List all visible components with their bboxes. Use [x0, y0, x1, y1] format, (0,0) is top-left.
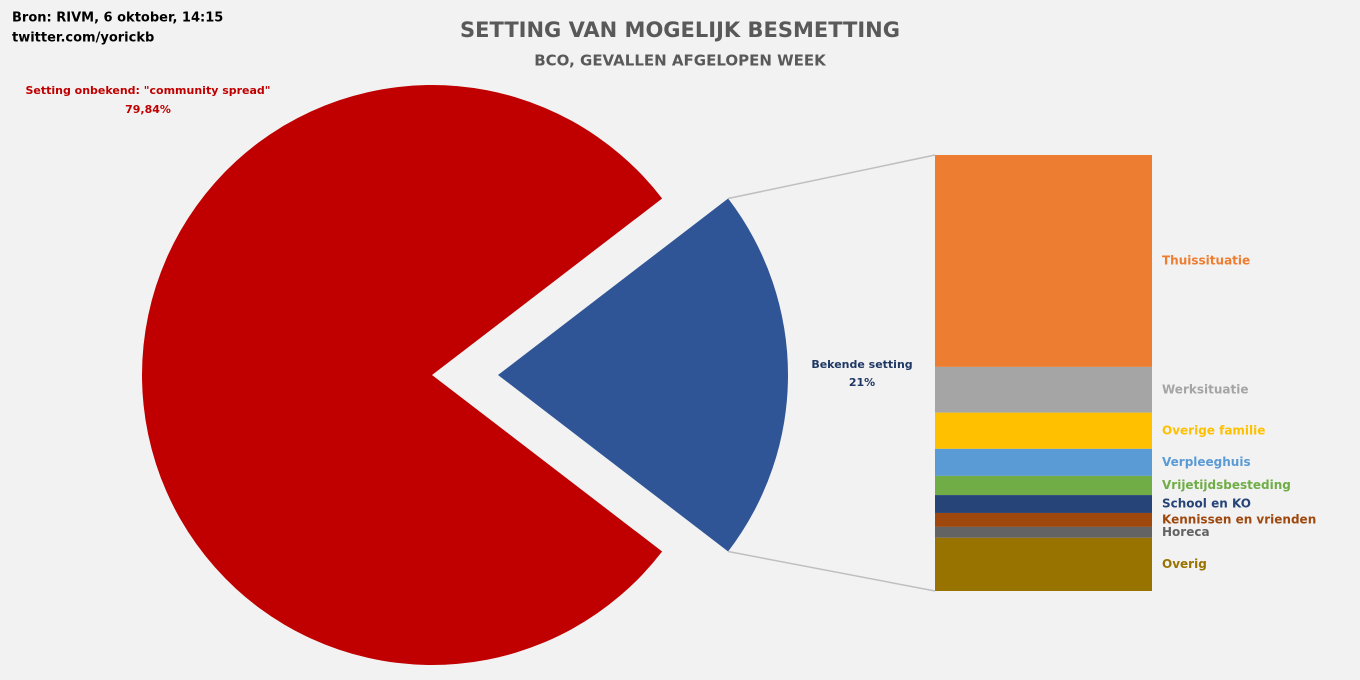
pie-slice [141, 85, 663, 666]
bar-segment [935, 155, 1152, 367]
segment-label: School en KO [1162, 497, 1251, 511]
bar-segment [935, 537, 1152, 591]
source: twitter.com/yorickb [12, 31, 154, 46]
bar-segment [935, 366, 1152, 413]
segment-label: Kennissen en vrienden [1162, 512, 1316, 526]
connector-line [727, 550, 936, 592]
connector-line [727, 154, 936, 200]
chart-title: SETTING VAN MOGELIJK BESMETTING [460, 18, 900, 42]
bar-segment [935, 412, 1152, 449]
bar-segment [935, 448, 1152, 476]
chart-subtitle: BCO, GEVALLEN AFGELOPEN WEEK [534, 52, 827, 70]
bar-segment [935, 495, 1152, 513]
bar-segment [935, 512, 1152, 527]
segment-label: Verpleeghuis [1162, 455, 1251, 469]
segment-label: Werksituatie [1162, 382, 1248, 396]
slice-value-label: 21% [849, 376, 875, 389]
segment-label: Overige familie [1162, 423, 1265, 437]
segment-label: Vrijetijdsbesteding [1162, 478, 1291, 492]
segment-label: Thuissituatie [1162, 253, 1250, 267]
segment-label: Overig [1162, 557, 1207, 571]
slice-label: Setting onbekend: "community spread" [25, 84, 270, 97]
pie-slice [498, 198, 788, 552]
source: Bron: RIVM, 6 oktober, 14:15 [12, 11, 223, 26]
slice-label: Bekende setting [811, 358, 912, 371]
segment-label: Horeca [1162, 525, 1210, 539]
bar-segment [935, 526, 1152, 538]
bar-segment [935, 475, 1152, 496]
slice-value-label: 79,84% [125, 103, 171, 116]
